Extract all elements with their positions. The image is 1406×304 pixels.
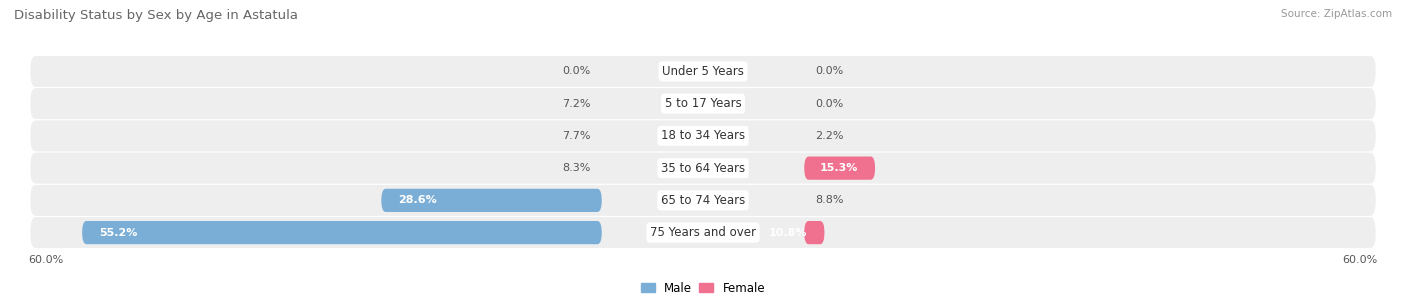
Text: 60.0%: 60.0%: [28, 255, 63, 265]
Text: 2.2%: 2.2%: [815, 131, 844, 141]
Text: 8.8%: 8.8%: [815, 195, 844, 206]
Text: 60.0%: 60.0%: [1343, 255, 1378, 265]
Text: Source: ZipAtlas.com: Source: ZipAtlas.com: [1281, 9, 1392, 19]
FancyBboxPatch shape: [31, 185, 1375, 216]
FancyBboxPatch shape: [82, 221, 602, 244]
Text: 18 to 34 Years: 18 to 34 Years: [661, 130, 745, 142]
Text: 10.8%: 10.8%: [769, 228, 807, 238]
FancyBboxPatch shape: [31, 153, 1375, 184]
Text: 8.3%: 8.3%: [562, 163, 591, 173]
FancyBboxPatch shape: [31, 88, 1375, 119]
FancyBboxPatch shape: [804, 157, 875, 180]
Text: Disability Status by Sex by Age in Astatula: Disability Status by Sex by Age in Astat…: [14, 9, 298, 22]
Text: 0.0%: 0.0%: [815, 66, 844, 76]
FancyBboxPatch shape: [31, 217, 1375, 248]
Text: 15.3%: 15.3%: [820, 163, 858, 173]
Text: 28.6%: 28.6%: [398, 195, 437, 206]
FancyBboxPatch shape: [31, 120, 1375, 151]
FancyBboxPatch shape: [31, 56, 1375, 87]
Text: 0.0%: 0.0%: [562, 66, 591, 76]
Text: 35 to 64 Years: 35 to 64 Years: [661, 162, 745, 174]
Legend: Male, Female: Male, Female: [636, 277, 770, 299]
Text: 65 to 74 Years: 65 to 74 Years: [661, 194, 745, 207]
Text: 7.7%: 7.7%: [562, 131, 591, 141]
FancyBboxPatch shape: [804, 221, 824, 244]
Text: 7.2%: 7.2%: [562, 98, 591, 109]
Text: 5 to 17 Years: 5 to 17 Years: [665, 97, 741, 110]
Text: Under 5 Years: Under 5 Years: [662, 65, 744, 78]
Text: 75 Years and over: 75 Years and over: [650, 226, 756, 239]
FancyBboxPatch shape: [381, 189, 602, 212]
Text: 0.0%: 0.0%: [815, 98, 844, 109]
Text: 55.2%: 55.2%: [98, 228, 138, 238]
